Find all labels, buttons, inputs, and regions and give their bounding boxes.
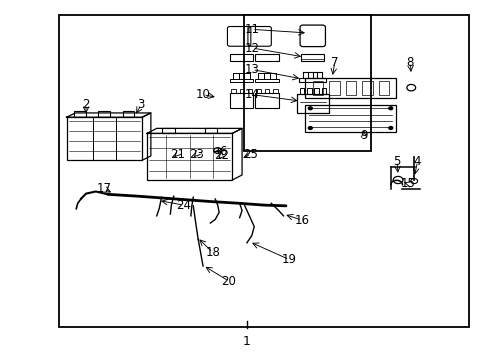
- Bar: [229, 79, 253, 82]
- Bar: [255, 93, 278, 108]
- Text: 1: 1: [243, 335, 250, 348]
- Bar: [300, 54, 324, 61]
- Text: 6: 6: [218, 145, 226, 158]
- Bar: [306, 88, 311, 94]
- Circle shape: [308, 127, 312, 130]
- Bar: [231, 89, 235, 93]
- Text: 22: 22: [214, 149, 228, 162]
- Text: 4: 4: [413, 155, 421, 168]
- Bar: [66, 117, 142, 160]
- Bar: [378, 81, 388, 95]
- Text: 14: 14: [244, 88, 259, 101]
- Bar: [362, 81, 372, 95]
- Bar: [229, 54, 253, 61]
- Text: 24: 24: [176, 199, 191, 212]
- Text: 20: 20: [221, 275, 236, 288]
- Text: 17: 17: [96, 183, 111, 195]
- Text: 18: 18: [205, 246, 220, 259]
- Circle shape: [388, 107, 392, 110]
- Bar: [264, 89, 269, 93]
- Bar: [255, 54, 278, 61]
- Text: 3: 3: [137, 98, 144, 111]
- Bar: [59, 15, 468, 327]
- Bar: [299, 88, 304, 94]
- Bar: [297, 94, 328, 113]
- Text: 21: 21: [169, 148, 184, 161]
- Text: 13: 13: [244, 63, 259, 76]
- Bar: [345, 81, 356, 95]
- Text: 11: 11: [244, 23, 259, 36]
- Bar: [299, 78, 325, 82]
- Text: 23: 23: [189, 148, 203, 161]
- Circle shape: [388, 127, 392, 130]
- Text: 8: 8: [406, 56, 413, 69]
- Bar: [229, 93, 253, 108]
- Bar: [239, 89, 244, 93]
- Bar: [244, 15, 370, 151]
- Bar: [247, 89, 252, 93]
- Bar: [255, 79, 278, 82]
- Bar: [98, 111, 110, 117]
- Bar: [314, 88, 319, 94]
- Bar: [273, 89, 277, 93]
- Text: 9: 9: [360, 129, 367, 142]
- Bar: [162, 128, 174, 134]
- Text: 15: 15: [400, 177, 414, 190]
- Circle shape: [308, 107, 312, 110]
- Text: 10: 10: [195, 88, 210, 101]
- Text: 7: 7: [330, 56, 338, 69]
- Text: 12: 12: [244, 41, 259, 54]
- Text: 2: 2: [82, 98, 90, 111]
- Bar: [328, 81, 339, 95]
- Bar: [74, 111, 86, 117]
- Bar: [256, 89, 261, 93]
- Text: 5: 5: [393, 155, 400, 168]
- Bar: [122, 111, 134, 117]
- Text: 19: 19: [281, 253, 296, 266]
- Bar: [305, 105, 395, 132]
- Bar: [321, 88, 326, 94]
- Text: 16: 16: [294, 214, 309, 227]
- Bar: [147, 134, 232, 180]
- Bar: [204, 128, 217, 134]
- Bar: [305, 78, 395, 98]
- Text: 25: 25: [243, 148, 258, 161]
- Bar: [312, 81, 323, 95]
